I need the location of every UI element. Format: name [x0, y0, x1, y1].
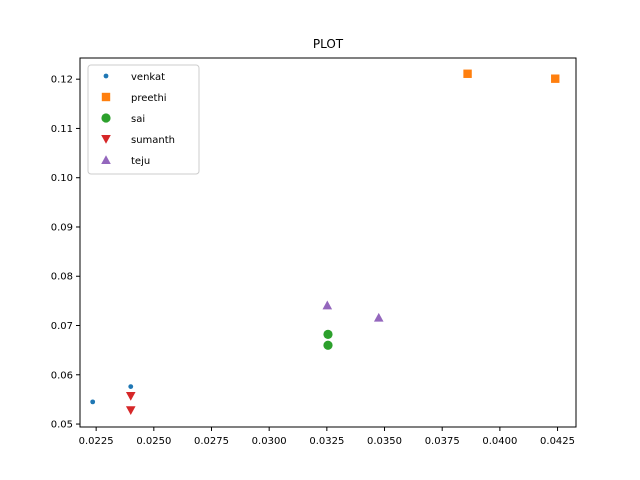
legend-label-venkat: venkat	[131, 72, 165, 83]
y-tick-label: 0.08	[51, 272, 73, 283]
legend-marker-teju	[101, 155, 111, 164]
x-tick-label: 0.0350	[367, 436, 402, 447]
point-preethi-2	[551, 74, 560, 83]
y-tick-label: 0.06	[51, 370, 73, 381]
y-tick-label: 0.09	[51, 222, 73, 233]
point-teju-1	[322, 300, 333, 310]
legend: venkat preethi sai sumanth teju	[87, 64, 200, 175]
point-venkat-2	[128, 384, 134, 390]
point-teju-2	[373, 312, 384, 322]
x-tick-label: 0.0375	[425, 436, 460, 447]
legend-marker-sumanth	[101, 135, 111, 144]
point-sumanth-2	[125, 406, 136, 416]
point-venkat-1	[90, 399, 96, 405]
legend-label-preethi: preethi	[131, 93, 167, 104]
legend-marker-sai	[101, 113, 111, 123]
data-marks	[90, 69, 560, 416]
point-sai-2	[323, 340, 333, 350]
legend-marker-venkat	[103, 73, 109, 79]
y-tick-label: 0.12	[51, 75, 73, 86]
x-tick-label: 0.0300	[252, 436, 287, 447]
y-tick-label: 0.10	[51, 173, 73, 184]
legend-label-sai: sai	[131, 114, 145, 125]
y-tick-label: 0.11	[51, 124, 73, 135]
legend-label-teju: teju	[131, 156, 150, 167]
point-sumanth-1	[125, 391, 136, 401]
y-tick-label: 0.05	[51, 420, 73, 431]
point-preethi-1	[463, 69, 472, 78]
x-tick-label: 0.0400	[482, 436, 517, 447]
legend-box	[87, 64, 200, 175]
x-tick-label: 0.0225	[79, 436, 114, 447]
chart-title: PLOT	[313, 37, 344, 51]
axes: 0.0225 0.0250 0.0275 0.0300 0.0325 0.0350 0.03…	[51, 57, 577, 447]
plot-frame	[79, 57, 577, 428]
legend-label-sumanth: sumanth	[131, 135, 175, 146]
x-tick-label: 0.0325	[309, 436, 344, 447]
x-tick-label: 0.0250	[136, 436, 171, 447]
point-sai-1	[323, 329, 333, 339]
x-tick-label: 0.0275	[194, 436, 229, 447]
x-tick-label: 0.0425	[540, 436, 575, 447]
y-tick-label: 0.07	[51, 321, 73, 332]
legend-marker-preethi	[101, 92, 111, 102]
